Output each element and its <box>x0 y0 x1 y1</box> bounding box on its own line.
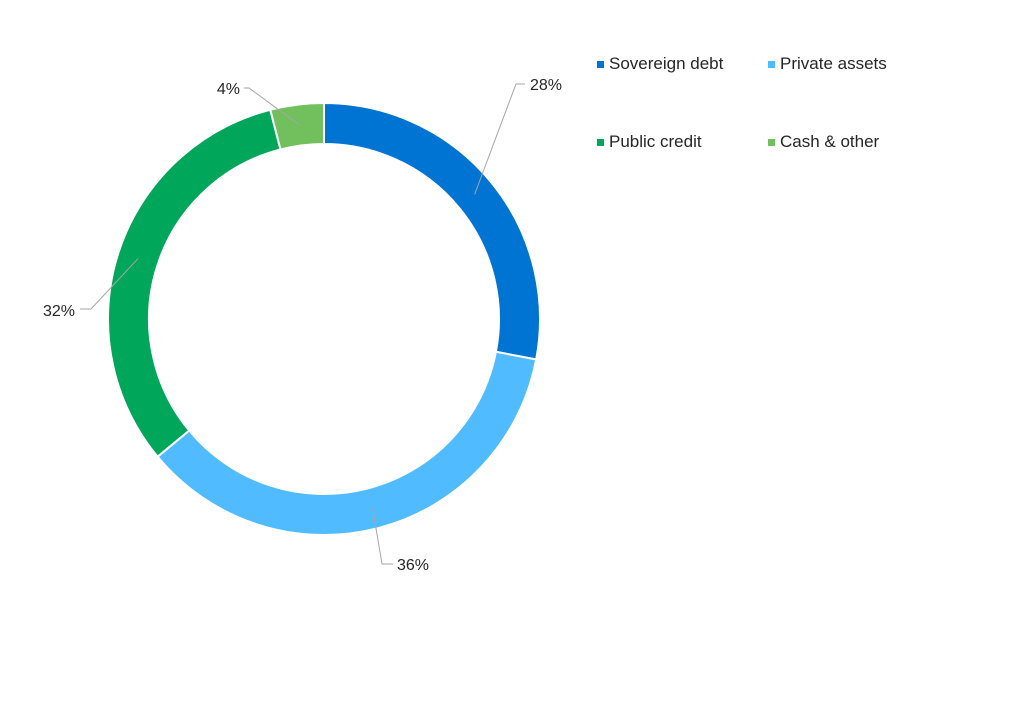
legend-label: Public credit <box>609 132 702 151</box>
legend-label: Private assets <box>780 54 887 73</box>
legend-item-cash-other[interactable]: Cash & other <box>768 130 927 154</box>
data-labels: 28% 36% 32% 4% <box>43 77 562 574</box>
legend-swatch <box>768 60 775 68</box>
donut-slice-public-credit[interactable] <box>107 108 282 459</box>
legend-swatch <box>768 138 775 146</box>
data-label: 32% <box>43 303 75 320</box>
donut-slice-private-assets[interactable] <box>156 350 538 536</box>
donut-slice-cash-other[interactable] <box>269 101 325 151</box>
legend-item-sovereign-debt[interactable]: Sovereign debt <box>597 52 768 76</box>
data-label: 36% <box>397 557 429 574</box>
leader-line <box>80 258 139 310</box>
legend-item-public-credit[interactable]: Public credit <box>597 130 768 154</box>
data-label: 28% <box>530 77 562 94</box>
leader-line <box>372 508 393 565</box>
donut-slices <box>107 101 541 536</box>
data-label: 4% <box>217 81 240 98</box>
legend-label: Cash & other <box>780 132 880 151</box>
donut-slice-sovereign-debt[interactable] <box>323 101 541 361</box>
legend: Sovereign debt Private assets Public cre… <box>597 52 927 154</box>
leader-lines <box>80 83 525 565</box>
leader-line <box>244 87 300 126</box>
legend-label: Sovereign debt <box>609 54 724 73</box>
legend-item-private-assets[interactable]: Private assets <box>768 52 927 76</box>
leader-line <box>474 83 525 195</box>
legend-swatch <box>597 138 604 146</box>
legend-swatch <box>597 60 604 68</box>
